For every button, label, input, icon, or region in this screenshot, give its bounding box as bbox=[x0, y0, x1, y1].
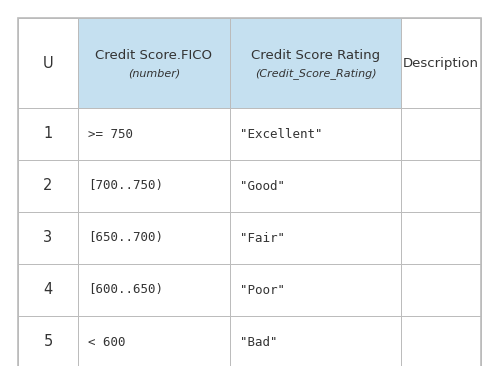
Text: [650..700): [650..700) bbox=[88, 232, 163, 244]
Bar bbox=[78, 108, 230, 160]
Bar bbox=[401, 264, 481, 316]
Bar bbox=[401, 212, 481, 264]
Text: >= 750: >= 750 bbox=[88, 127, 133, 141]
Bar bbox=[18, 212, 78, 264]
Text: [700..750): [700..750) bbox=[88, 179, 163, 193]
Bar bbox=[401, 160, 481, 212]
Bar bbox=[78, 212, 230, 264]
Bar bbox=[230, 18, 401, 108]
Text: "Excellent": "Excellent" bbox=[240, 127, 322, 141]
Bar bbox=[18, 264, 78, 316]
Text: < 600: < 600 bbox=[88, 336, 126, 348]
Bar bbox=[78, 18, 230, 108]
Bar bbox=[230, 316, 401, 366]
Bar bbox=[78, 316, 230, 366]
Bar bbox=[230, 108, 401, 160]
Bar bbox=[401, 316, 481, 366]
Text: Description: Description bbox=[403, 56, 479, 70]
Text: "Poor": "Poor" bbox=[240, 284, 285, 296]
Text: Credit Score.FICO: Credit Score.FICO bbox=[95, 49, 213, 62]
Text: [600..650): [600..650) bbox=[88, 284, 163, 296]
Text: 4: 4 bbox=[43, 283, 52, 298]
Bar bbox=[78, 264, 230, 316]
Bar bbox=[230, 264, 401, 316]
Bar bbox=[401, 18, 481, 108]
Bar bbox=[18, 160, 78, 212]
Bar bbox=[18, 316, 78, 366]
Bar bbox=[401, 108, 481, 160]
Text: "Good": "Good" bbox=[240, 179, 285, 193]
Text: 3: 3 bbox=[43, 231, 52, 246]
Text: "Fair": "Fair" bbox=[240, 232, 285, 244]
Text: 1: 1 bbox=[43, 127, 52, 142]
Text: "Bad": "Bad" bbox=[240, 336, 277, 348]
Text: (number): (number) bbox=[128, 69, 180, 79]
Bar bbox=[230, 160, 401, 212]
Text: Credit Score Rating: Credit Score Rating bbox=[251, 49, 380, 62]
Text: 5: 5 bbox=[43, 335, 52, 350]
Bar bbox=[78, 160, 230, 212]
Text: (Credit_Score_Rating): (Credit_Score_Rating) bbox=[254, 68, 376, 79]
Text: U: U bbox=[43, 56, 53, 71]
Bar bbox=[230, 212, 401, 264]
Bar bbox=[18, 108, 78, 160]
Text: 2: 2 bbox=[43, 179, 53, 194]
Bar bbox=[18, 18, 78, 108]
